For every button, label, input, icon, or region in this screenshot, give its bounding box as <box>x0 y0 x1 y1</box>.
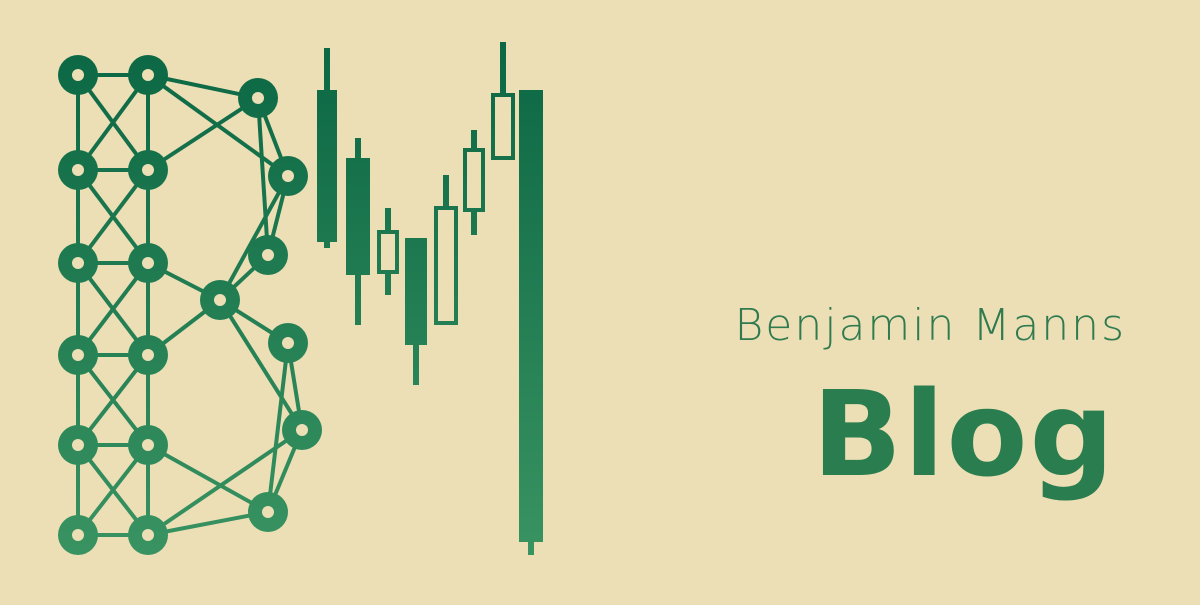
network-node-center <box>72 349 84 361</box>
candlestick <box>317 48 337 248</box>
candlestick-body <box>377 230 399 274</box>
network-graph-b-icon <box>76 73 304 537</box>
network-node-center <box>252 92 264 104</box>
network-node-center <box>262 506 274 518</box>
network-node-center <box>72 439 84 451</box>
candlestick-body <box>317 90 337 242</box>
candlestick-body <box>519 90 543 542</box>
network-node-center <box>282 337 294 349</box>
network-node-center <box>72 69 84 81</box>
candlestick-body <box>463 148 485 212</box>
candlestick <box>434 175 458 325</box>
network-node-center <box>72 529 84 541</box>
network-node-center <box>142 257 154 269</box>
candlestick-body <box>346 158 370 275</box>
network-node-center <box>142 529 154 541</box>
author-name: Benjamin Manns <box>734 300 1126 351</box>
network-node-center <box>142 164 154 176</box>
network-node-center <box>282 170 294 182</box>
network-node-center <box>142 349 154 361</box>
blog-title: Blog <box>812 365 1116 503</box>
candlestick-body <box>434 206 458 325</box>
network-node-center <box>262 249 274 261</box>
candlestick-body <box>491 93 515 160</box>
candlestick-body <box>405 238 427 345</box>
network-node-center <box>214 294 226 306</box>
network-node-center <box>142 439 154 451</box>
candlestick <box>346 138 370 325</box>
candlestick <box>491 42 515 160</box>
candlestick <box>405 238 427 385</box>
network-node-center <box>72 164 84 176</box>
network-node-center <box>296 424 308 436</box>
network-node-center <box>142 69 154 81</box>
network-nodes <box>58 55 322 555</box>
candlestick <box>519 90 543 555</box>
candlestick <box>463 130 485 235</box>
network-node-center <box>72 257 84 269</box>
candlestick-m-icon <box>317 42 543 555</box>
candlestick <box>377 208 399 295</box>
